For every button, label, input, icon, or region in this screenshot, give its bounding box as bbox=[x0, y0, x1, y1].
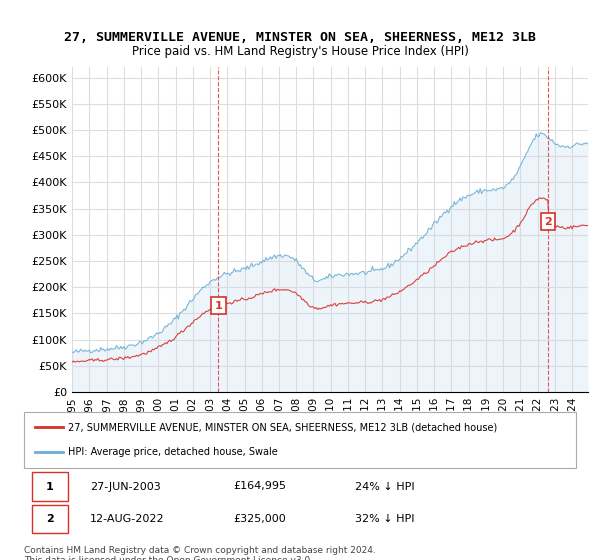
Text: 27, SUMMERVILLE AVENUE, MINSTER ON SEA, SHEERNESS, ME12 3LB: 27, SUMMERVILLE AVENUE, MINSTER ON SEA, … bbox=[64, 31, 536, 44]
FancyBboxPatch shape bbox=[24, 412, 576, 468]
Text: 1: 1 bbox=[214, 301, 222, 311]
Text: £325,000: £325,000 bbox=[234, 514, 287, 524]
Text: 32% ↓ HPI: 32% ↓ HPI bbox=[355, 514, 415, 524]
Text: 2: 2 bbox=[544, 217, 552, 227]
FancyBboxPatch shape bbox=[32, 472, 68, 501]
Text: Contains HM Land Registry data © Crown copyright and database right 2024.
This d: Contains HM Land Registry data © Crown c… bbox=[24, 546, 376, 560]
Text: 24% ↓ HPI: 24% ↓ HPI bbox=[355, 482, 415, 492]
FancyBboxPatch shape bbox=[32, 505, 68, 533]
Text: 2: 2 bbox=[46, 514, 54, 524]
Text: 27-JUN-2003: 27-JUN-2003 bbox=[90, 482, 161, 492]
Text: £164,995: £164,995 bbox=[234, 482, 287, 492]
Text: 1: 1 bbox=[46, 482, 54, 492]
Text: 27, SUMMERVILLE AVENUE, MINSTER ON SEA, SHEERNESS, ME12 3LB (detached house): 27, SUMMERVILLE AVENUE, MINSTER ON SEA, … bbox=[68, 422, 497, 432]
Text: Price paid vs. HM Land Registry's House Price Index (HPI): Price paid vs. HM Land Registry's House … bbox=[131, 45, 469, 58]
Text: 12-AUG-2022: 12-AUG-2022 bbox=[90, 514, 165, 524]
Text: HPI: Average price, detached house, Swale: HPI: Average price, detached house, Swal… bbox=[68, 447, 278, 457]
